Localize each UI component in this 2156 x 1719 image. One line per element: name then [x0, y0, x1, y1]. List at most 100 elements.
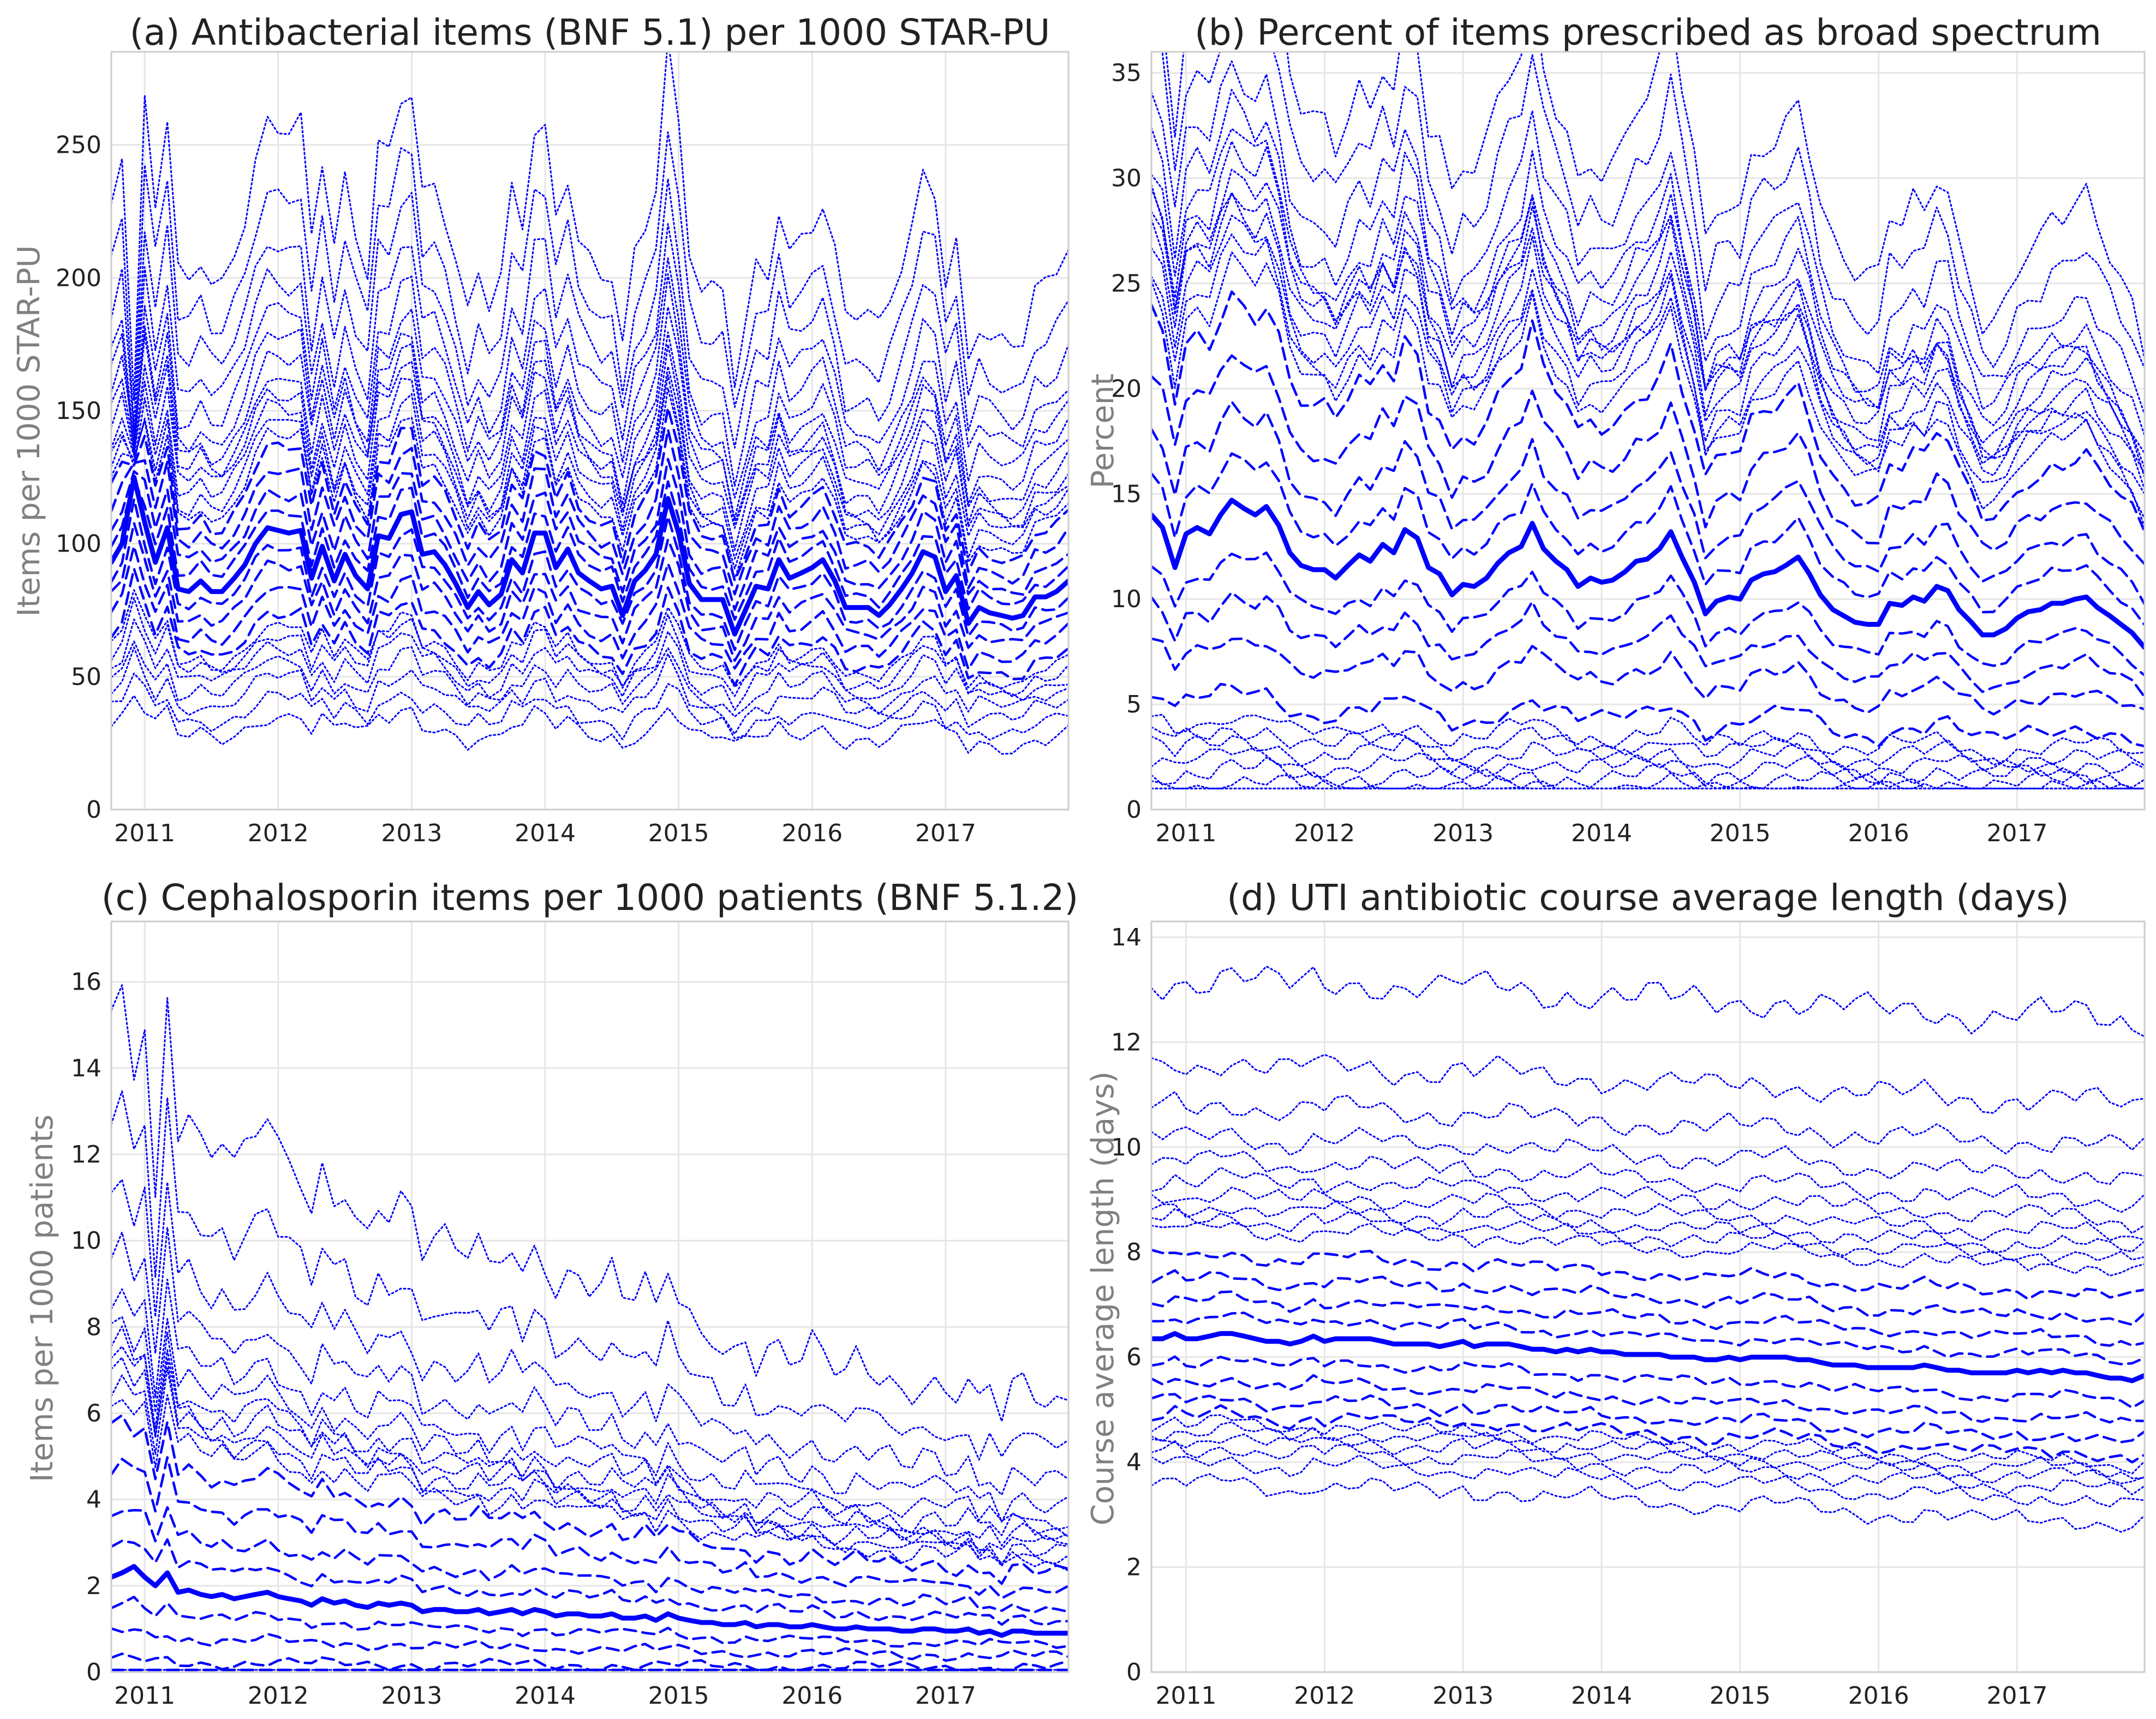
panel-b-dashed-line-7	[1151, 290, 2145, 533]
panel-c-ytick-2: 4	[86, 1486, 101, 1514]
panel-b-ytick-5: 25	[1111, 269, 1142, 297]
panel-d-dotted-line-15	[1151, 965, 2145, 1038]
panel-b-dotted-line-8	[1151, 714, 2145, 766]
panel-a-xtick-5: 2016	[781, 819, 843, 847]
panel-b-xtick-0: 2011	[1155, 819, 1216, 847]
panel-c: (c) Cephalosporin items per 1000 patient…	[25, 877, 1078, 1710]
panel-a-ytick-3: 150	[56, 397, 101, 425]
panel-a-dotted-line-7	[111, 387, 1068, 580]
panel-d-xtick-3: 2014	[1571, 1682, 1632, 1710]
panel-b-dotted-line-11	[1151, 214, 2145, 495]
panel-d-dotted-line-0	[1151, 1473, 2145, 1533]
panel-a-series-group	[111, 52, 1068, 755]
panel-a-dashed-line-4	[111, 477, 1068, 621]
panel-d-ylabel: Course average length (days)	[1085, 1071, 1121, 1526]
panel-c-xtick-6: 2017	[915, 1682, 976, 1710]
panel-c-dashed-line-4	[111, 1538, 1068, 1626]
panel-c-ytick-4: 8	[86, 1313, 101, 1341]
panel-d-title: (d) UTI antibiotic course average length…	[1227, 877, 2069, 919]
panel-b-series-group	[1151, 52, 2145, 789]
panel-a-ytick-2: 100	[56, 530, 101, 558]
panel-b-xtick-1: 2012	[1294, 819, 1355, 847]
panel-d-xtick-6: 2017	[1986, 1682, 2047, 1710]
panel-b-dashed-line-3	[1151, 551, 2145, 677]
panel-b-dotted-line-14	[1151, 169, 2145, 469]
panel-d-ytick-6: 12	[1111, 1028, 1142, 1056]
panel-d-xtick-4: 2015	[1710, 1682, 1771, 1710]
panel-b-xtick-6: 2017	[1986, 819, 2047, 847]
panel-c-dashed-line-7	[111, 1414, 1068, 1585]
panel-d-dashed-line-0	[1151, 1404, 2145, 1464]
panel-a-xtick-4: 2015	[648, 819, 709, 847]
panel-b-dotted-line-2	[1151, 786, 2145, 789]
panel-a-frame	[110, 51, 1070, 811]
panel-c-dotted-line-12	[111, 1178, 1068, 1496]
panel-b-dotted-line-9	[1151, 251, 2145, 528]
panel-a-dotted-line-4	[111, 618, 1068, 711]
panel-c-median-line	[111, 1564, 1068, 1638]
panel-a-xtick-6: 2017	[915, 819, 976, 847]
panel-c-dashed-line-1	[111, 1652, 1068, 1672]
panel-d-dotted-line-8	[1151, 1200, 2145, 1254]
panel-c-ytick-5: 10	[71, 1227, 101, 1255]
panel-c-ytick-7: 14	[71, 1055, 101, 1082]
panel-a-xtick-1: 2012	[248, 819, 309, 847]
panel-c-dotted-line-4	[111, 1394, 1068, 1572]
panel-b-dotted-line-15	[1151, 140, 2145, 479]
panel-c-ytick-6: 12	[71, 1141, 101, 1169]
panel-d-plot-area: 0 2 4 6 8 10 12 14 2011 2012 2013 2014 2015 2016 2017	[1111, 920, 2146, 1710]
panel-b: (b) Percent of items prescribed as broad…	[1085, 11, 2146, 847]
panel-c-series-group	[111, 984, 1068, 1672]
panel-c-xtick-1: 2012	[248, 1682, 309, 1710]
panel-a-dashed-line-6	[111, 428, 1068, 596]
panel-c-dotted-line-10	[111, 1278, 1068, 1531]
panel-d-dashed-line-5	[1151, 1290, 2145, 1347]
panel-d-dotted-line-2	[1151, 1440, 2145, 1496]
panel-b-dotted-line-4	[1151, 757, 2145, 789]
panel-a-dashed-line-2	[111, 522, 1068, 662]
panel-d-dashed-line-4	[1151, 1311, 2145, 1365]
panel-a-xtick-3: 2014	[515, 819, 576, 847]
panel-d-xtick-2: 2013	[1432, 1682, 1494, 1710]
panel-b-xtick-5: 2016	[1848, 819, 1909, 847]
panel-a-dotted-line-14	[111, 257, 1068, 499]
panel-b-ytick-3: 15	[1111, 480, 1142, 508]
panel-b-dotted-line-18	[1151, 60, 2145, 416]
panel-d-xtick-0: 2011	[1155, 1682, 1216, 1710]
panel-a: (a) Antibacterial items (BNF 5.1) per 10…	[11, 11, 1070, 847]
panel-a-title: (a) Antibacterial items (BNF 5.1) per 10…	[130, 11, 1050, 53]
panel-a-dotted-line-11	[111, 331, 1068, 529]
panel-b-dashed-line-4	[1151, 452, 2145, 626]
panel-c-dotted-line-9	[111, 1316, 1068, 1538]
panel-c-dashed-line-2	[111, 1627, 1068, 1662]
panel-b-ytick-4: 20	[1111, 375, 1142, 403]
panel-c-xtick-3: 2014	[515, 1682, 576, 1710]
panel-d-dotted-line-12	[1151, 1126, 2145, 1185]
panel-d-ytick-4: 8	[1126, 1238, 1142, 1266]
panel-a-dashed-line-5	[111, 458, 1068, 612]
panel-b-dashed-line-5	[1151, 400, 2145, 606]
panel-c-ytick-1: 2	[86, 1572, 101, 1600]
panel-a-ytick-0: 0	[86, 796, 101, 824]
panel-b-ytick-6: 30	[1111, 165, 1142, 193]
panel-a-ytick-5: 250	[56, 131, 101, 159]
panel-c-frame	[110, 920, 1070, 1673]
panel-b-frame	[1150, 51, 2146, 811]
panel-d-frame	[1150, 920, 2146, 1673]
panel-a-dotted-line-18	[111, 52, 1068, 402]
panel-d-ytick-2: 4	[1126, 1448, 1142, 1476]
panel-a-dotted-line-16	[111, 178, 1068, 449]
panel-d-dashed-line-2	[1151, 1374, 2145, 1424]
panel-c-xtick-4: 2015	[648, 1682, 709, 1710]
panel-a-ytick-4: 200	[56, 264, 101, 292]
panel-a-dashed-line-1	[111, 544, 1068, 670]
panel-c-xtick-0: 2011	[114, 1682, 175, 1710]
panel-d: (d) UTI antibiotic course average length…	[1085, 877, 2146, 1710]
panel-c-dashed-line-5	[111, 1506, 1068, 1613]
panel-a-dotted-line-0	[111, 694, 1068, 755]
panel-c-plot-area: 0 2 4 6 8 10 12 14 16 2011 2012 2013 2014 2015 2016 201…	[71, 920, 1070, 1710]
panel-c-dotted-line-6	[111, 1357, 1068, 1567]
panel-b-ylabel: Percent	[1085, 374, 1121, 489]
panel-d-dotted-line-6	[1151, 1221, 2145, 1277]
